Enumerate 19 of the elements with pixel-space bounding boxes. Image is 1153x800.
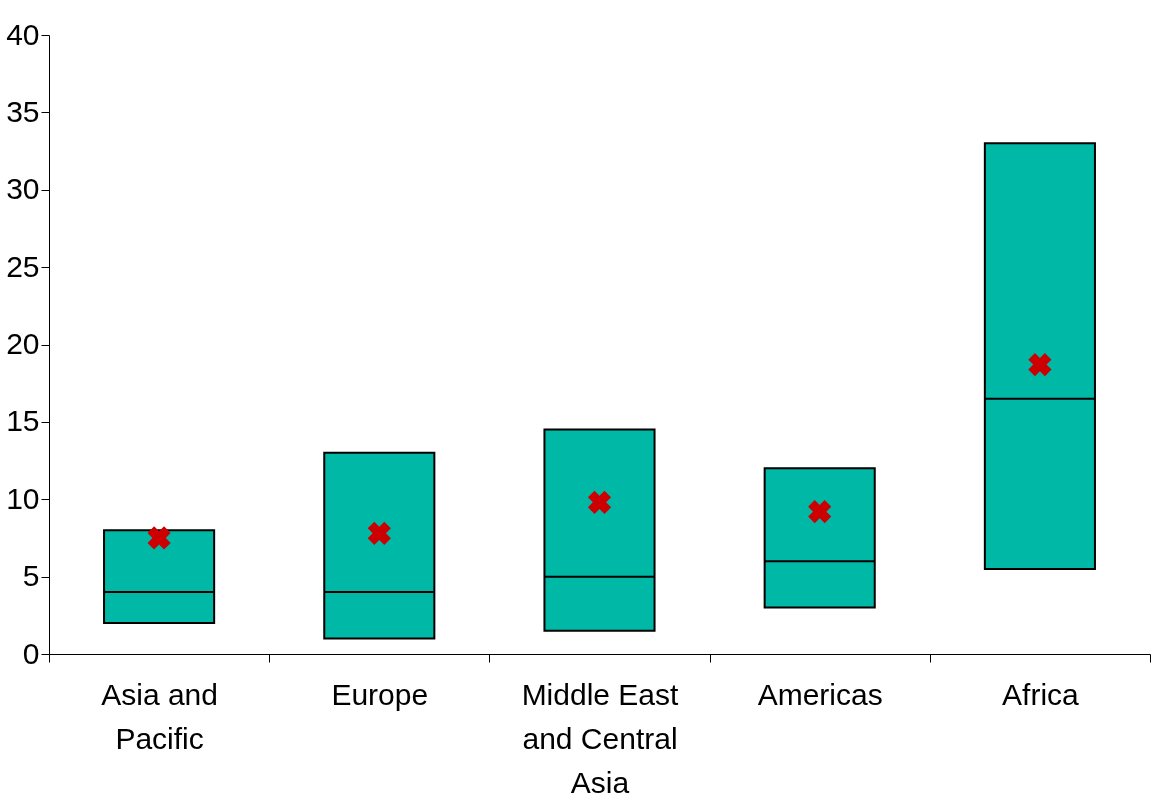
y-tick-label: 25 (6, 249, 40, 283)
point (808, 500, 832, 524)
x-tick-label: Middle East and Central Asia (521, 677, 680, 799)
point (587, 490, 612, 514)
x-tick-label: Asia and Pacific (101, 677, 218, 755)
x-tick-label: Americas (757, 677, 883, 711)
y-tick-label: 15 (6, 404, 40, 438)
point (1028, 353, 1052, 377)
x-tick-label: Africa (1002, 677, 1080, 711)
y-tick-label: 30 (6, 172, 40, 206)
point (147, 526, 171, 550)
x-tick-label: Europe (331, 677, 429, 711)
y-tick-label: 35 (6, 94, 40, 128)
y-tick-label: 40 (6, 17, 40, 51)
y-tick-label: 10 (6, 481, 40, 515)
y-tick-label: 5 (22, 559, 40, 593)
point (367, 521, 391, 545)
y-tick-label: 0 (22, 636, 40, 670)
y-tick-label: 20 (6, 327, 40, 360)
